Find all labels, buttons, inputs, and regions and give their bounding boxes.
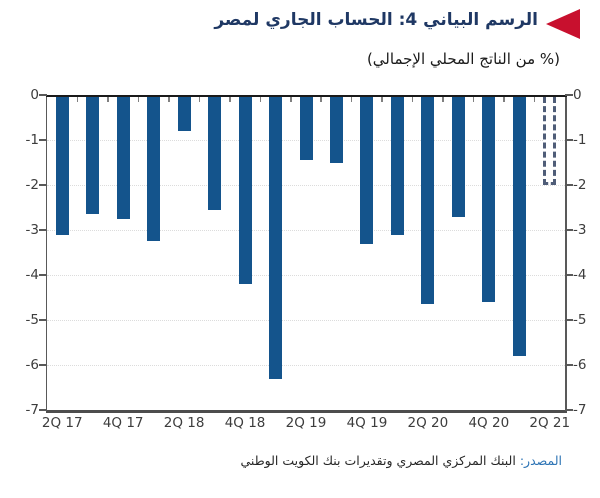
bar xyxy=(329,97,343,163)
y-axis-tick xyxy=(565,139,573,141)
y-tick-label: -4 xyxy=(25,267,39,283)
category-boundary-tick xyxy=(411,97,414,102)
grid-line xyxy=(47,275,565,276)
bar xyxy=(421,97,435,305)
y-tick-label: -2 xyxy=(25,177,39,193)
y-axis-tick xyxy=(565,184,573,186)
bar xyxy=(238,97,252,284)
category-boundary-tick xyxy=(533,97,536,102)
y-tick-label: -5 xyxy=(25,312,39,328)
source-text: البنك المركزي المصري وتقديرات بنك الكويت… xyxy=(240,453,516,468)
category-boundary-tick xyxy=(381,97,383,102)
bar xyxy=(269,97,283,379)
y-tick-label: -1 xyxy=(25,132,39,148)
y-axis-tick xyxy=(565,94,573,96)
source-note: المصدر: البنك المركزي المصري وتقديرات بن… xyxy=(241,453,563,468)
y-axis-labels-left: 0 -1 -2 -3 -4 -5 -6 -7 xyxy=(0,87,39,418)
y-tick-label: -3 xyxy=(573,222,587,238)
category-boundary-tick xyxy=(229,97,231,102)
y-axis-tick xyxy=(39,274,47,276)
y-tick-label: -6 xyxy=(25,357,39,373)
y-axis-tick xyxy=(39,94,47,96)
y-tick-label: -3 xyxy=(25,222,39,238)
x-axis-labels: 2Q 17 4Q 17 2Q 18 4Q 18 2Q 19 4Q 19 2Q 20 4Q 20… xyxy=(42,415,570,435)
x-tick-label: 2Q 21 xyxy=(529,415,571,431)
bar xyxy=(299,97,313,161)
bar xyxy=(512,97,526,356)
x-tick-label: 2Q 17 xyxy=(41,415,83,431)
bar xyxy=(208,97,222,210)
category-boundary-tick xyxy=(442,97,444,102)
category-boundary-tick xyxy=(107,97,109,102)
category-boundary-tick xyxy=(472,97,475,102)
y-axis-tick xyxy=(39,319,47,321)
y-axis-labels-right: 0 -1 -2 -3 -4 -5 -6 -7 xyxy=(573,87,600,418)
zero-baseline xyxy=(45,95,567,97)
y-tick-label: -4 xyxy=(573,267,587,283)
y-axis-tick xyxy=(39,184,47,186)
y-tick-label: -2 xyxy=(573,177,587,193)
grid-line xyxy=(47,320,565,321)
grid-line xyxy=(47,365,565,366)
x-tick-label: 2Q 18 xyxy=(163,415,205,431)
x-tick-label: 4Q 18 xyxy=(224,415,266,431)
bar xyxy=(360,97,374,244)
y-axis-tick xyxy=(39,364,47,366)
y-axis-tick xyxy=(39,229,47,231)
y-axis-tick xyxy=(565,319,573,321)
bar xyxy=(482,97,496,302)
y-tick-label: -1 xyxy=(573,132,587,148)
x-tick-label: 4Q 17 xyxy=(102,415,144,431)
y-axis-left-line xyxy=(45,95,47,410)
chart-subtitle: (% من الناتج المحلي الإجمالي) xyxy=(366,50,560,68)
y-axis-tick xyxy=(39,409,47,411)
grid-line xyxy=(47,185,565,186)
y-axis-right-line xyxy=(565,95,567,410)
category-boundary-tick xyxy=(350,97,353,102)
y-tick-label: 0 xyxy=(30,87,39,103)
y-axis-tick xyxy=(565,409,573,411)
y-axis-tick xyxy=(39,139,47,141)
category-boundary-tick xyxy=(290,97,292,102)
bar xyxy=(116,97,130,219)
category-boundary-tick xyxy=(198,97,201,102)
y-axis-tick xyxy=(565,274,573,276)
category-boundary-tick xyxy=(76,97,79,102)
bar xyxy=(86,97,100,215)
y-tick-label: -5 xyxy=(573,312,587,328)
forecast-bar xyxy=(543,97,557,185)
category-boundary-tick xyxy=(168,97,170,102)
x-tick-label: 2Q 20 xyxy=(407,415,449,431)
chart-plot-area xyxy=(39,94,573,413)
bar xyxy=(451,97,465,217)
x-tick-label: 2Q 19 xyxy=(285,415,327,431)
category-boundary-tick xyxy=(259,97,262,102)
y-tick-label: 0 xyxy=(573,87,582,103)
category-boundary-tick xyxy=(320,97,322,102)
red-arrow-icon xyxy=(546,9,580,39)
bar xyxy=(55,97,69,235)
grid-line xyxy=(47,230,565,231)
y-tick-label: -7 xyxy=(573,402,587,418)
category-boundary-tick xyxy=(503,97,505,102)
y-tick-label: -6 xyxy=(573,357,587,373)
chart-title: الرسم البياني 4: الحساب الجاري لمصر xyxy=(214,10,538,30)
bar xyxy=(147,97,161,242)
x-tick-label: 4Q 20 xyxy=(468,415,510,431)
x-tick-label: 4Q 19 xyxy=(346,415,388,431)
y-tick-label: -7 xyxy=(25,402,39,418)
y-axis-tick xyxy=(565,364,573,366)
y-axis-tick xyxy=(565,229,573,231)
source-label: المصدر: xyxy=(519,453,562,468)
category-boundary-tick xyxy=(137,97,140,102)
bar xyxy=(177,97,191,131)
x-axis-bottom-line xyxy=(45,410,567,413)
bar xyxy=(390,97,404,235)
